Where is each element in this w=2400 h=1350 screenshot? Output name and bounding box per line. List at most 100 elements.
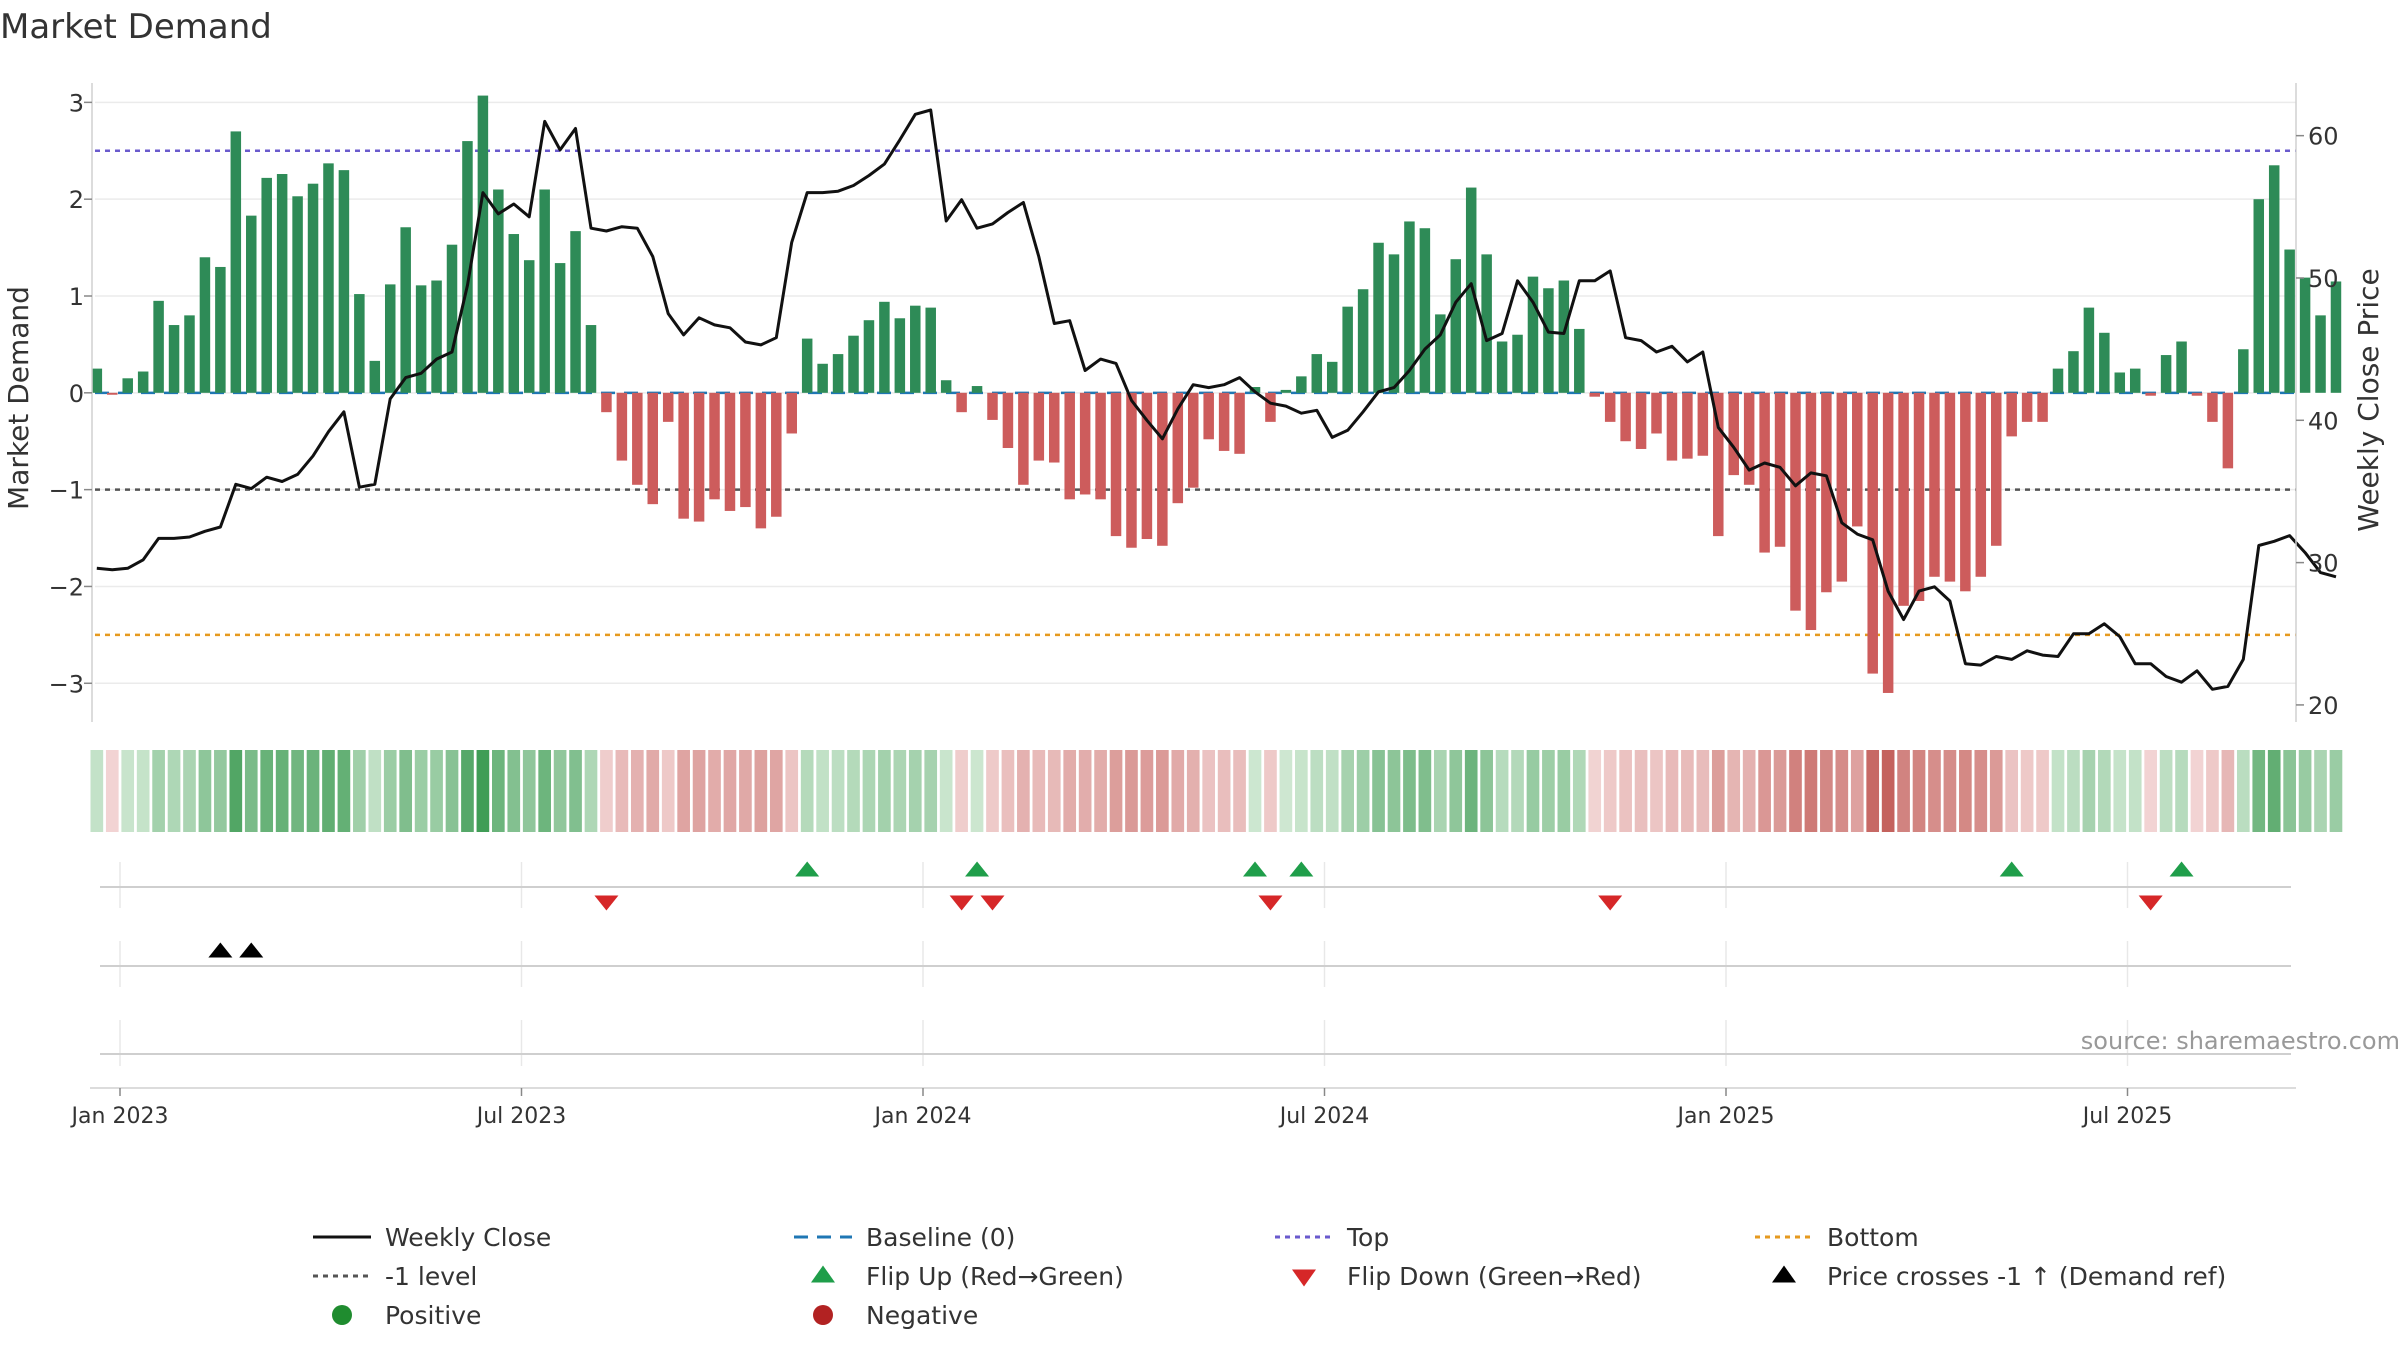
demand-bar [1867,392,1878,674]
demand-bar [1543,288,1554,393]
heat-cell [1696,750,1710,832]
heat-cell [322,750,335,832]
demand-bar [493,189,504,393]
demand-bar [384,284,396,393]
demand-bar [2068,351,2079,393]
axes: 3 2 1 0 −1 −2 −3 60 50 40 30 20 Jan 2023 Jul 2023 Jan … [49,83,2339,1129]
heat-cell [492,750,505,832]
demand-bar [338,170,350,393]
heat-cell [476,750,490,832]
heat-cell [785,750,799,832]
demand-bar [910,305,921,393]
demand-bar [1141,392,1153,540]
heat-cell [878,750,891,832]
reference-lines [95,149,2296,637]
heat-cell [1773,750,1787,832]
demand-heat-strip [90,750,2343,832]
demand-bar [678,392,689,519]
heat-cell [1171,750,1185,832]
demand-bar [1774,392,1786,547]
demand-bar [755,392,767,529]
heat-cell [167,750,181,832]
demand-bar [956,392,967,413]
heat-cell [260,750,274,832]
heat-cell [1186,750,1200,832]
demand-bar [2191,392,2203,396]
legend-flip-up-symbol [811,1265,835,1283]
y-tick-label-right: 50 [2308,265,2339,293]
heat-cell [661,750,675,832]
flip-up-marker [965,861,990,877]
demand-bar [2330,281,2342,393]
heat-cell [615,750,629,832]
heat-cell [1727,750,1741,832]
heat-cell [1032,750,1046,832]
heat-cell [136,750,150,832]
heat-cell [1711,750,1725,832]
heat-cell [152,750,165,832]
demand-bar [1527,276,1539,393]
heat-cell [1974,750,1988,832]
y-tick-label-left: 1 [69,283,84,311]
flip-down-marker [1598,895,1623,911]
demand-bar [1481,254,1492,393]
heat-cell [800,750,814,832]
heat-cell [383,750,397,832]
legend-minus-one-label: -1 level [385,1262,477,1291]
demand-bar [91,368,103,393]
heat-cell [1202,750,1216,832]
legend-price-cross-symbol [1772,1265,1796,1283]
heat-cell [2051,750,2065,832]
heat-cell [275,750,289,832]
heat-cell [1001,750,1015,832]
heat-cell [2283,750,2296,832]
demand-bar [786,392,797,434]
demand-bar [1728,392,1739,476]
heat-cell [1433,750,1447,832]
x-tick-label: Jul 2025 [2081,1104,2173,1129]
heat-cell [461,750,474,832]
demand-bar [987,392,998,420]
legend-positive-label: Positive [385,1301,481,1330]
demand-bar [801,338,813,393]
demand-bar [1018,392,1029,485]
legend-flip-up-label: Flip Up (Red→Green) [866,1262,1124,1291]
demand-bar [1280,389,1292,393]
y-tick-label-left: −3 [49,670,84,698]
heat-cell [692,750,706,832]
demand-bar [1033,392,1045,461]
heat-cell [816,750,829,832]
heat-cell [1850,750,1864,832]
demand-bar [1064,392,1075,500]
heat-cell [244,750,258,832]
heat-cell [862,750,876,832]
heat-cell [1742,750,1756,832]
demand-bar [1465,187,1477,393]
demand-bar [2083,307,2095,393]
heat-cell [353,750,366,832]
demand-bar [1187,392,1199,488]
demand-bar [2268,165,2280,393]
heat-cell [2267,750,2281,832]
demand-bar [1697,392,1709,456]
event-markers [100,861,2291,1055]
demand-bar [1975,392,1987,577]
demand-bar [832,354,844,393]
demand-bar [323,163,334,393]
heat-cell [1125,750,1138,832]
heat-cell [1403,750,1416,832]
heat-cell [430,750,443,832]
legend-negative-symbol [813,1305,833,1325]
heat-cell [2036,750,2049,832]
heat-cell [1248,750,1262,832]
demand-bar [168,325,180,393]
heat-cell [1619,750,1632,832]
demand-bar [1357,289,1369,393]
demand-bar [1852,392,1863,527]
demand-bar [1326,361,1338,393]
demand-bar [879,301,890,393]
heat-cell [1820,750,1833,832]
demand-bar [1882,392,1894,693]
demand-bar [771,392,782,517]
heat-cell [723,750,737,832]
